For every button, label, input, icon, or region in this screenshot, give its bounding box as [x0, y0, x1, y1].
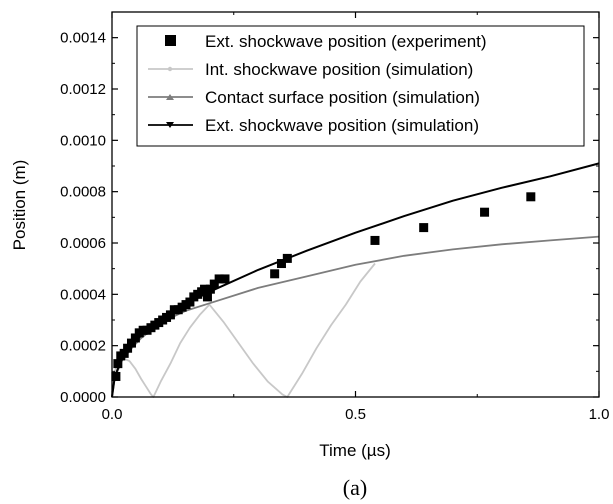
- legend: Ext. shockwave position (experiment) Int.…: [136, 25, 585, 147]
- data-point: [111, 371, 121, 381]
- data-point: [214, 274, 224, 284]
- data-point: [185, 297, 195, 307]
- data-point: [123, 343, 133, 353]
- data-point: [165, 310, 175, 320]
- y-tick-label: 0.0008: [60, 184, 106, 201]
- data-point: [370, 235, 380, 245]
- legend-label: Int. shockwave position (simulation): [205, 60, 473, 79]
- legend-marker-triangle-down: [166, 122, 174, 128]
- data-point: [119, 348, 129, 358]
- data-point: [270, 269, 280, 279]
- legend-marker-triangle: [166, 94, 174, 100]
- legend-marker-circle: [167, 66, 173, 72]
- data-point: [276, 259, 286, 269]
- data-point: [200, 284, 210, 294]
- figure-caption: (a): [343, 475, 367, 500]
- legend-label: Ext. shockwave position (simulation): [205, 116, 479, 135]
- y-tick-label: 0.0006: [60, 235, 106, 252]
- y-tick-label: 0.0004: [60, 286, 106, 303]
- data-point: [526, 192, 536, 202]
- y-tick-label: 0.0010: [60, 132, 106, 149]
- y-tick-label: 0.0014: [60, 30, 106, 47]
- y-tick-label: 0.0000: [60, 389, 106, 406]
- y-tick-label: 0.0012: [60, 81, 106, 98]
- legend-marker-square: [165, 35, 176, 46]
- y-axis-label: Position (m): [10, 160, 29, 251]
- series-layer: [111, 162, 600, 398]
- data-point: [220, 274, 230, 284]
- series-line-2: [111, 235, 600, 398]
- data-point: [113, 359, 123, 369]
- legend-label: Contact surface position (simulation): [205, 88, 480, 107]
- data-point: [209, 279, 219, 289]
- data-point: [126, 338, 136, 348]
- x-tick-label: 1.0: [589, 406, 610, 423]
- x-tick-label: 0.5: [345, 406, 366, 423]
- series-line-3: [111, 162, 600, 398]
- legend-label: Ext. shockwave position (experiment): [205, 32, 487, 51]
- legend-box: [136, 25, 585, 147]
- data-point: [419, 223, 429, 233]
- y-tick-label: 0.0002: [60, 338, 106, 355]
- data-point: [205, 284, 215, 294]
- data-point: [480, 207, 490, 217]
- series-line-1: [111, 262, 376, 398]
- data-point: [282, 253, 292, 263]
- axis-ticks: 0.0 0.5 1.0 0.0000 0.0002 0.0004 0.0006 0.0008 0…: [60, 12, 609, 423]
- legend-items: Ext. shockwave position (experiment) Int.…: [148, 32, 487, 135]
- x-axis-label: Time (µs): [319, 441, 391, 460]
- data-point: [130, 333, 140, 343]
- x-tick-label: 0.0: [102, 406, 123, 423]
- data-point: [202, 292, 212, 302]
